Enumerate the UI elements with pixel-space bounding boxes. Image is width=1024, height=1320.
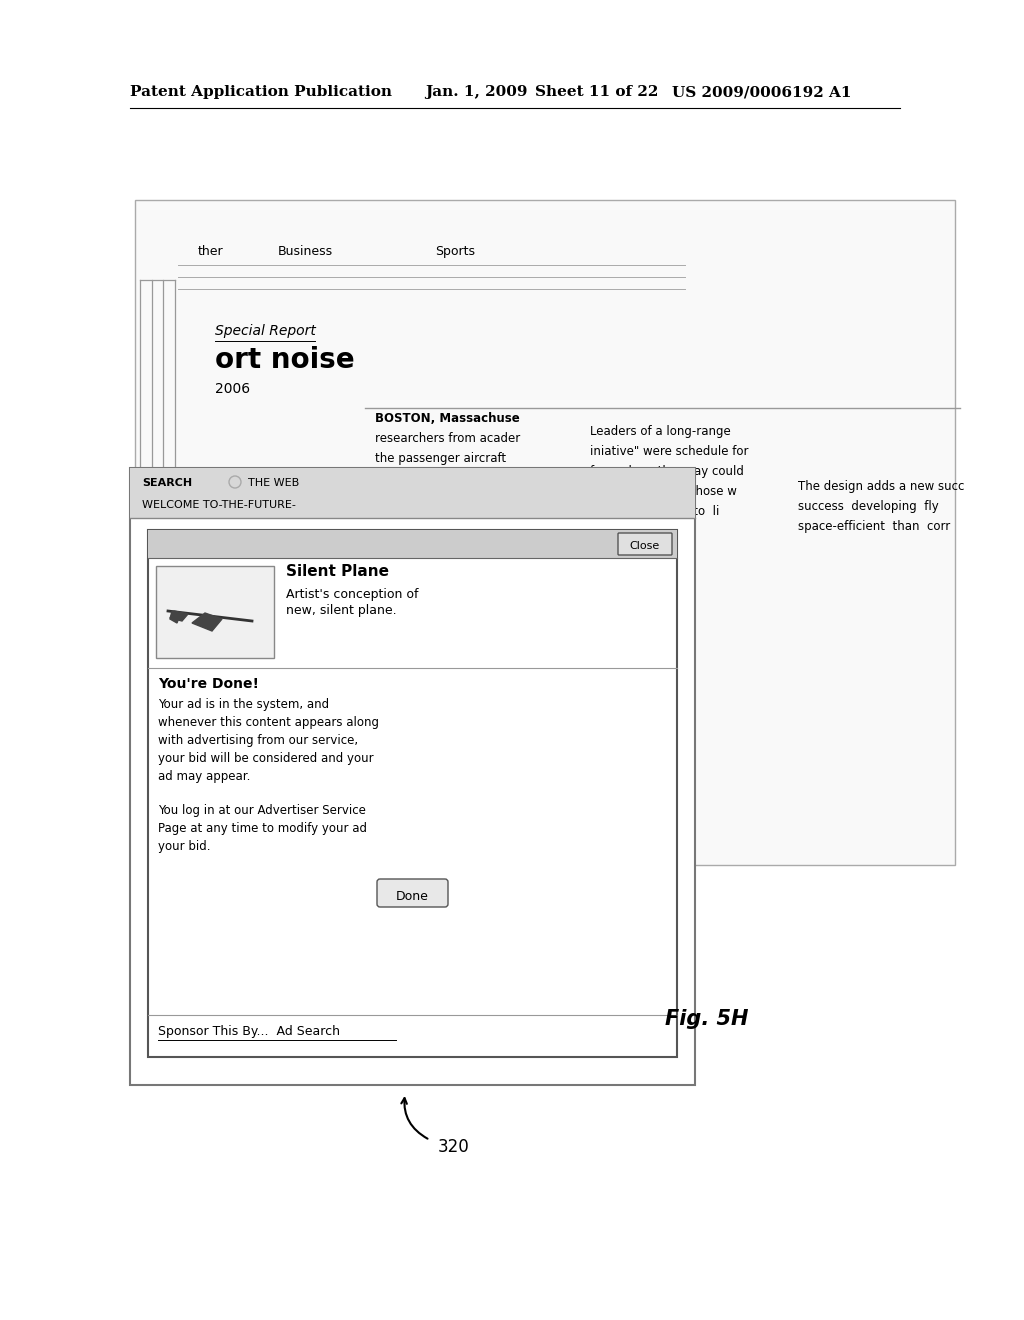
Text: whenever this content appears along: whenever this content appears along — [158, 715, 379, 729]
Text: You're Done!: You're Done! — [158, 677, 259, 690]
Text: efficient, but virtually  s: efficient, but virtually s — [375, 473, 516, 484]
Text: Sponsor This By...  Ad Search: Sponsor This By... Ad Search — [158, 1026, 340, 1038]
FancyBboxPatch shape — [377, 879, 449, 907]
Text: BOSTON, Massachuse: BOSTON, Massachuse — [375, 412, 520, 425]
Text: 320: 320 — [438, 1138, 470, 1156]
Polygon shape — [170, 611, 180, 623]
Text: the passenger aircraft: the passenger aircraft — [375, 451, 506, 465]
Text: SEARCH: SEARCH — [142, 478, 193, 488]
Text: ort noise: ort noise — [215, 346, 354, 374]
Text: Special Report: Special Report — [215, 323, 315, 338]
Polygon shape — [193, 612, 222, 631]
Text: WELCOME TO-THE-FUTURE-: WELCOME TO-THE-FUTURE- — [142, 500, 296, 510]
Text: with advertising from our service,: with advertising from our service, — [158, 734, 358, 747]
Text: new, silent plane.: new, silent plane. — [286, 605, 396, 616]
Text: your bid will be considered and your: your bid will be considered and your — [158, 752, 374, 766]
Text: ad may appear.: ad may appear. — [158, 770, 251, 783]
Text: Done: Done — [396, 890, 429, 903]
Text: Artist's conception of: Artist's conception of — [286, 587, 419, 601]
Bar — [148, 531, 677, 558]
Bar — [148, 531, 677, 1057]
Text: for a plane they say could: for a plane they say could — [590, 465, 743, 478]
Text: Jan. 1, 2009: Jan. 1, 2009 — [425, 84, 527, 99]
Text: ther: ther — [198, 246, 223, 257]
Text: Silent Plane: Silent Plane — [286, 564, 389, 579]
Bar — [130, 469, 695, 517]
Text: Fig. 5H: Fig. 5H — [665, 1008, 749, 1030]
Text: Sheet 11 of 22: Sheet 11 of 22 — [535, 84, 658, 99]
Text: iniative" were schedule for: iniative" were schedule for — [590, 445, 749, 458]
Text: researchers from acader: researchers from acader — [375, 432, 520, 445]
Polygon shape — [170, 611, 188, 620]
Text: design  features  to  li: design features to li — [590, 506, 720, 517]
Text: success  developing  fly: success developing fly — [798, 500, 939, 513]
Text: Your ad is in the system, and: Your ad is in the system, and — [158, 698, 329, 711]
Bar — [135, 201, 955, 865]
Text: THE WEB: THE WEB — [248, 478, 299, 488]
Text: Page at any time to modify your ad: Page at any time to modify your ad — [158, 822, 367, 836]
Text: The design adds a new succ: The design adds a new succ — [798, 480, 965, 492]
Text: space-efficient  than  corr: space-efficient than corr — [798, 520, 950, 533]
Text: 2006: 2006 — [215, 381, 250, 396]
Text: Sports: Sports — [435, 246, 475, 257]
Text: US 2009/0006192 A1: US 2009/0006192 A1 — [672, 84, 852, 99]
Text: sound bothering those w: sound bothering those w — [590, 484, 737, 498]
FancyBboxPatch shape — [618, 533, 672, 554]
Text: your bid.: your bid. — [158, 840, 211, 853]
Text: You log in at our Advertiser Service: You log in at our Advertiser Service — [158, 804, 366, 817]
Text: Close: Close — [630, 541, 660, 550]
Text: Patent Application Publication: Patent Application Publication — [130, 84, 392, 99]
Bar — [130, 469, 695, 1085]
Text: Leaders of a long-range: Leaders of a long-range — [590, 425, 731, 438]
Text: Business: Business — [278, 246, 333, 257]
Bar — [156, 566, 274, 657]
